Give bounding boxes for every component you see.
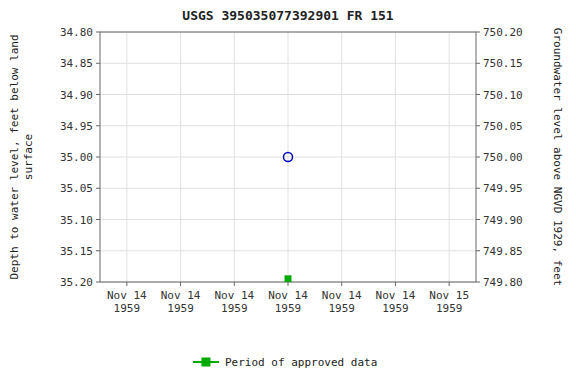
tick — [476, 219, 480, 220]
text-line: Nov 14 — [376, 289, 416, 302]
circle-marker — [284, 153, 293, 162]
tick-label: 34.85 — [60, 57, 93, 70]
text-line: 1959 — [275, 302, 302, 315]
tick-label: 35.00 — [60, 151, 93, 164]
tick — [96, 32, 100, 33]
tick-label: 749.95 — [483, 182, 523, 195]
tick-label: 34.95 — [60, 120, 93, 133]
tick — [476, 157, 480, 158]
tick — [96, 219, 100, 220]
grid-line — [234, 32, 235, 282]
tick-label: Nov 141959 — [376, 289, 416, 315]
grid-line — [126, 32, 127, 282]
tick — [476, 32, 480, 33]
tick — [288, 282, 289, 286]
tick-label: 35.15 — [60, 245, 93, 258]
tick-label: Nov 141959 — [161, 289, 201, 315]
tick — [96, 282, 100, 283]
tick-label: 35.20 — [60, 276, 93, 289]
tick-label: 750.05 — [483, 120, 523, 133]
text-line: 1959 — [221, 302, 248, 315]
text-line: 1959 — [436, 302, 463, 315]
text-line: surface — [22, 134, 35, 180]
tick — [96, 250, 100, 251]
text-line: Nov 15 — [429, 289, 469, 302]
chart: 34.80 34.85 34.90 34.95 35.00 35.05 35.10 35.15… — [0, 0, 576, 384]
grid-line — [341, 32, 342, 282]
text-line: Nov 14 — [107, 289, 147, 302]
title: USGS 395035077392901 FR 151 — [182, 8, 393, 23]
tick-label: Nov 141959 — [107, 289, 147, 315]
tick-label: 749.90 — [483, 214, 523, 227]
text-line: 1959 — [328, 302, 355, 315]
tick-label: Nov 141959 — [214, 289, 254, 315]
tick-label: 35.10 — [60, 214, 93, 227]
tick — [234, 282, 235, 286]
tick — [96, 125, 100, 126]
tick-label: 35.05 — [60, 182, 93, 195]
tick-label: 750.20 — [483, 26, 523, 39]
tick — [476, 94, 480, 95]
tick-label: Nov 141959 — [268, 289, 308, 315]
tick — [126, 282, 127, 286]
tick-label: 749.80 — [483, 276, 523, 289]
tick — [476, 282, 480, 283]
text-line: 1959 — [167, 302, 194, 315]
text-line: 1959 — [114, 302, 141, 315]
grid-line — [288, 32, 289, 282]
plot-frame — [100, 32, 476, 282]
text-line: Nov 14 — [161, 289, 201, 302]
tick — [395, 282, 396, 286]
tick — [476, 188, 480, 189]
axes: 34.80 34.85 34.90 34.95 35.00 35.05 35.10 35.15… — [60, 26, 523, 315]
tick — [96, 157, 100, 158]
tick-label: Nov 151959 — [429, 289, 469, 315]
tick — [341, 282, 342, 286]
text-line: Depth to water level, feet below land — [8, 34, 21, 279]
tick — [449, 282, 450, 286]
text-line: Nov 14 — [214, 289, 254, 302]
text-line: Nov 14 — [322, 289, 362, 302]
grid-line — [449, 32, 450, 282]
tick — [96, 188, 100, 189]
tick-label: 750.15 — [483, 57, 523, 70]
grid — [100, 32, 476, 282]
grid-line — [180, 32, 181, 282]
square-marker — [285, 276, 291, 282]
legend-item: Period of approved data — [193, 356, 377, 369]
tick-label: 750.10 — [483, 89, 523, 102]
tick-label: Nov 141959 — [322, 289, 362, 315]
legend-marker — [202, 358, 210, 366]
y-axis-label: Depth to water level, feet below landsur… — [8, 34, 35, 279]
tick-label: 750.00 — [483, 151, 523, 164]
tick-label: 34.90 — [60, 89, 93, 102]
tick-label: 34.80 — [60, 26, 93, 39]
legend: Period of approved data — [193, 356, 377, 369]
tick — [476, 63, 480, 64]
marks — [284, 153, 293, 282]
tick-label: 749.85 — [483, 245, 523, 258]
y2-axis-label: Groundwater level above NGVD 1929, feet — [551, 28, 564, 286]
grid-line — [395, 32, 396, 282]
tick — [476, 250, 480, 251]
text-line: 1959 — [382, 302, 409, 315]
tick — [96, 63, 100, 64]
legend-label: Period of approved data — [225, 356, 377, 369]
tick — [476, 125, 480, 126]
tick — [96, 94, 100, 95]
tick — [180, 282, 181, 286]
text-line: Nov 14 — [268, 289, 308, 302]
